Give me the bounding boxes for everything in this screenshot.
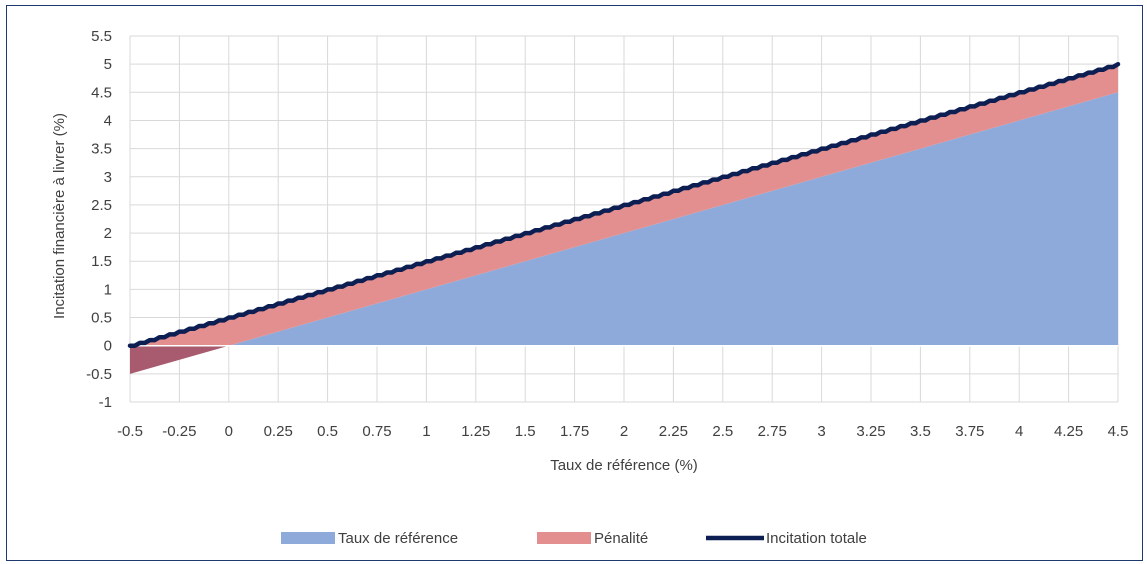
legend-swatch-0 <box>281 532 335 544</box>
x-tick-label: 1.75 <box>560 423 589 440</box>
y-tick-label: 2 <box>104 225 112 242</box>
y-tick-label: 2.5 <box>91 197 112 214</box>
y-tick-label: 0.5 <box>91 310 112 327</box>
x-tick-label: 3.25 <box>856 423 885 440</box>
y-tick-label: 4 <box>104 112 112 129</box>
y-tick-label: 1 <box>104 281 112 298</box>
x-tick-label: 3.75 <box>955 423 984 440</box>
x-tick-label: 2.25 <box>659 423 688 440</box>
x-tick-label: 1.5 <box>515 423 536 440</box>
legend-label: Pénalité <box>594 530 648 547</box>
x-tick-labels: -0.5 -0.25 0 0.25 0.5 0.75 1 1.25 1.5 1.75 2 2.25 2.… <box>117 423 1128 440</box>
x-tick-label: 1.25 <box>461 423 490 440</box>
area-negative-overlap <box>130 345 229 374</box>
x-tick-label: 2.75 <box>758 423 787 440</box>
legend-swatch-1 <box>537 532 591 544</box>
legend: Taux de référence Pénalité Incitation tota… <box>281 530 867 547</box>
x-axis-label: Taux de référence (%) <box>550 457 698 474</box>
x-tick-label: 0.5 <box>317 423 338 440</box>
legend-label: Incitation totale <box>766 530 867 547</box>
x-tick-label: 4.5 <box>1108 423 1129 440</box>
y-tick-label: 4.5 <box>91 84 112 101</box>
x-tick-label: 3 <box>817 423 825 440</box>
y-tick-label: -1 <box>99 394 112 411</box>
x-tick-label: 0 <box>225 423 233 440</box>
y-tick-label: 5 <box>104 56 112 73</box>
y-tick-label: -0.5 <box>86 366 112 383</box>
x-tick-label: 4.25 <box>1054 423 1083 440</box>
line-incitation-totale <box>127 61 1121 348</box>
y-tick-label: 3 <box>104 169 112 186</box>
y-tick-label: 5.5 <box>91 28 112 45</box>
line-series <box>127 61 1121 348</box>
x-tick-label: 0.25 <box>264 423 293 440</box>
x-tick-label: -0.25 <box>162 423 196 440</box>
y-axis-label: Incitation financière à livrer (%) <box>51 113 68 319</box>
x-tick-label: -0.5 <box>117 423 143 440</box>
x-tick-label: 2.5 <box>712 423 733 440</box>
x-tick-label: 2 <box>620 423 628 440</box>
y-tick-labels: 5.5 5 4.5 4 3.5 3 2.5 2 1.5 1 0.5 0 -0.5 -1 <box>86 28 112 411</box>
x-tick-label: 0.75 <box>362 423 391 440</box>
x-tick-label: 3.5 <box>910 423 931 440</box>
legend-label: Taux de référence <box>338 530 458 547</box>
y-tick-label: 3.5 <box>91 141 112 158</box>
x-tick-label: 4 <box>1015 423 1023 440</box>
y-tick-label: 0 <box>104 338 112 355</box>
x-tick-label: 1 <box>422 423 430 440</box>
y-tick-label: 1.5 <box>91 253 112 270</box>
